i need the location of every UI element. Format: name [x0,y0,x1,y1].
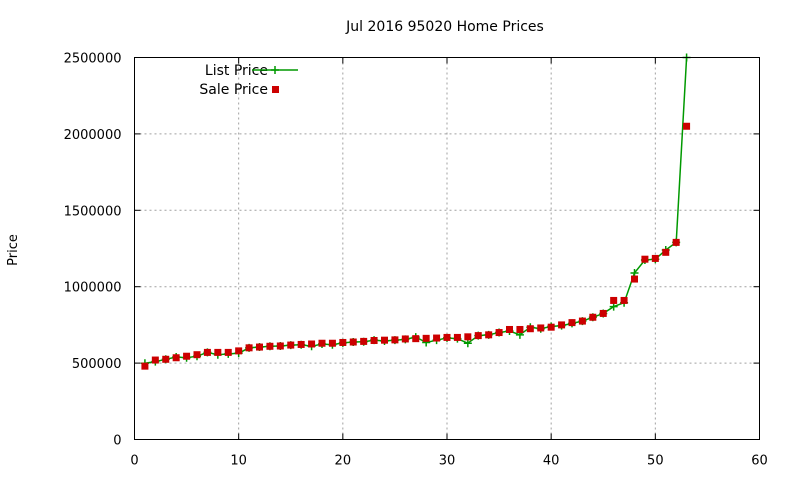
sale-price-point [276,342,284,350]
sale-price-point [651,254,659,262]
sale-price-point [641,255,649,263]
plot-frame [134,57,760,440]
sale-price-point [297,340,305,348]
sale-price-point [266,342,274,350]
sale-price-point [141,362,149,370]
x-tick-label: 0 [130,454,138,469]
sale-price-point [308,340,316,348]
sale-price-point [464,333,472,341]
sale-price-point [328,339,336,347]
sale-price-point [672,238,680,246]
y-axis-label: Price [6,234,21,266]
list-price-point [463,339,472,348]
sale-price-point [620,296,628,304]
sale-price-point [318,339,326,347]
y-tick-label: 2500000 [64,52,122,67]
legend-label-list-price: List Price [205,63,268,79]
sale-price-point [568,319,576,327]
sale-price-point [203,348,211,356]
legend: List Price Sale Price [199,63,298,98]
sale-price-point [453,333,461,341]
chart-title: Jul 2016 95020 Home Prices [345,19,544,35]
series-sale-price [141,122,691,370]
sale-price-point [474,332,482,340]
sale-price-point [683,122,691,130]
sale-price-point [526,325,534,333]
sale-price-point [235,347,243,355]
x-tick-label: 60 [751,454,768,469]
sale-price-point [214,348,222,356]
grid [134,57,760,440]
y-tick-label: 1000000 [64,281,122,296]
sale-price-point [443,333,451,341]
sale-price-point [578,317,586,325]
sale-price-point [485,331,493,339]
sale-price-point [401,335,409,343]
sale-price-point [662,248,670,256]
y-tick-label: 1500000 [64,204,122,219]
sale-price-point [339,338,347,346]
x-tick-label: 50 [647,454,664,469]
sale-price-point [193,351,201,359]
y-tick-labels: 0 500000 1000000 1500000 2000000 2500000 [64,52,122,449]
sale-price-point [547,323,555,331]
y-tick-label: 2000000 [64,128,122,143]
legend-marker-list-price [271,66,279,74]
sale-price-point [433,334,441,342]
sale-price-point [412,335,420,343]
sale-price-point [599,309,607,317]
sale-price-point [495,329,503,337]
sale-price-point [610,296,618,304]
sale-price-point [245,344,253,352]
x-tick-label: 10 [230,454,247,469]
legend-label-sale-price: Sale Price [199,82,268,98]
sale-price-point [370,336,378,344]
legend-marker-sale-price [272,86,279,93]
sale-price-point [589,313,597,321]
y-tick-label: 0 [113,434,121,449]
sale-price-point [631,275,638,283]
sale-price-point [558,321,566,329]
sale-price-point [162,355,170,363]
x-tick-labels: 0 10 20 30 40 50 60 [130,454,767,469]
sale-price-point [391,336,399,344]
sale-price-point [516,325,524,333]
x-tick-label: 30 [439,454,456,469]
sale-price-point [422,334,430,342]
sale-price-point [151,356,159,364]
y-tick-label: 500000 [72,357,122,372]
sale-price-point [506,325,513,333]
x-tick-label: 20 [335,454,352,469]
x-tick-label: 40 [543,454,560,469]
sale-price-point [349,338,357,346]
sale-price-point [256,343,263,351]
sale-price-point [224,348,232,356]
sale-price-point [287,341,295,349]
sale-price-point [360,337,368,345]
sale-price-point [381,336,388,344]
sale-price-point [537,324,545,332]
sale-price-point [172,354,180,362]
sale-price-point [183,352,191,360]
